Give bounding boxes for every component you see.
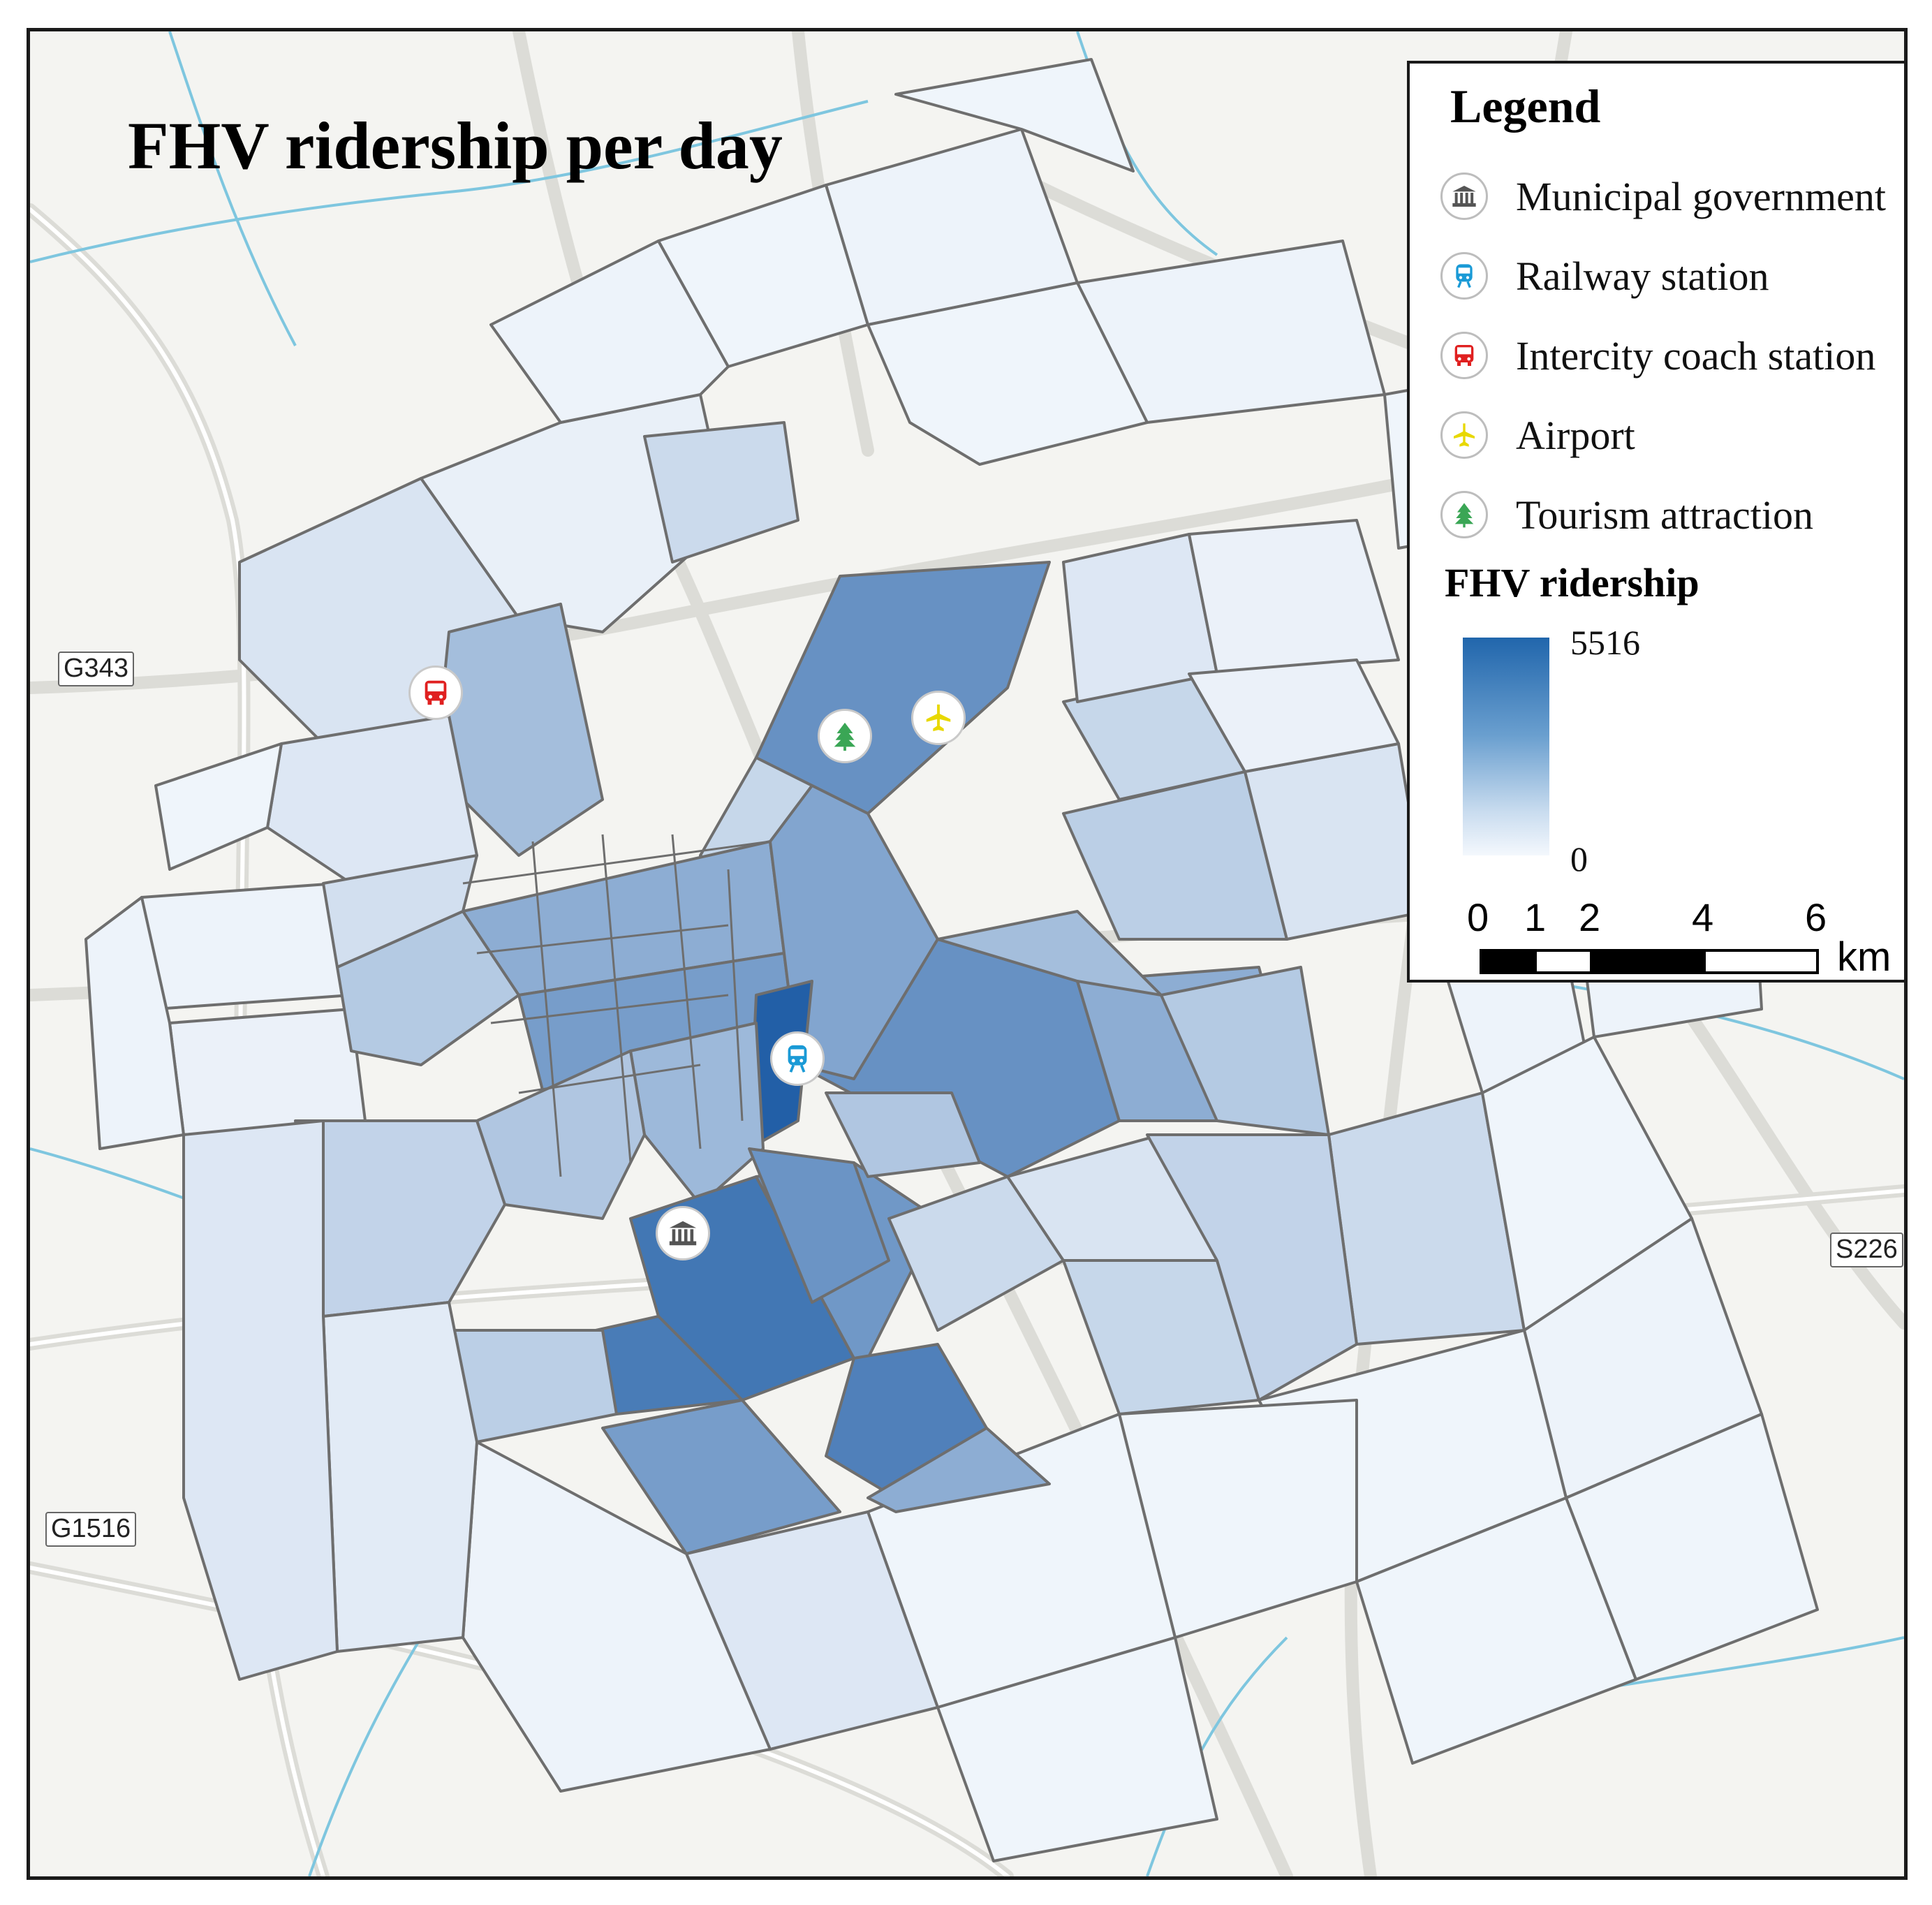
ridership-zone[interactable] <box>140 882 353 1010</box>
ridership-zone[interactable] <box>748 1147 890 1304</box>
legend-panel: Legend Municipal government Railway stat… <box>1407 61 1904 983</box>
tree-icon <box>1440 491 1488 538</box>
legend-item-airport: Airport <box>1440 407 1635 463</box>
airplane-icon <box>926 704 951 732</box>
ridership-zone[interactable] <box>867 281 1149 466</box>
legend-label: Railway station <box>1516 253 1769 299</box>
ridership-zone[interactable] <box>894 58 1135 172</box>
legend-title: Legend <box>1450 80 1601 133</box>
ridership-zone[interactable] <box>867 1427 1051 1513</box>
ridership-zone[interactable] <box>182 1119 339 1681</box>
ridership-zone[interactable] <box>1188 659 1400 773</box>
road-label-g1516: G1516 <box>45 1512 137 1547</box>
scale-tick: 0 <box>1467 895 1489 939</box>
road-label-s226: S226 <box>1830 1233 1903 1267</box>
tree-icon <box>834 722 856 751</box>
tourism-attraction-marker[interactable] <box>818 709 872 763</box>
ridership-zone[interactable] <box>489 240 730 424</box>
map-frame[interactable]: FHV ridership per day G343 S226 G1516 Le… <box>27 28 1908 1880</box>
scale-tick: 4 <box>1692 895 1714 939</box>
train-icon <box>788 1045 807 1073</box>
legend-label: Intercity coach station <box>1516 332 1876 378</box>
legend-item-tourism-attraction: Tourism attraction <box>1440 487 1813 543</box>
ridership-zone[interactable] <box>825 1091 981 1178</box>
scale-bar-segment <box>1590 949 1706 974</box>
scale-unit: km <box>1837 934 1892 980</box>
ridership-zone[interactable] <box>755 561 1051 815</box>
ridership-zone[interactable] <box>168 1008 367 1136</box>
scale-bar-segment <box>1534 949 1593 974</box>
ridership-zone[interactable] <box>1565 1413 1819 1681</box>
ridership-zone[interactable] <box>643 421 799 564</box>
ridership-zone[interactable] <box>936 1636 1218 1862</box>
ridership-zone[interactable] <box>936 910 1163 996</box>
bus-icon <box>1440 332 1488 379</box>
legend-item-municipal-government: Municipal government <box>1440 168 1886 224</box>
legend-label: Airport <box>1516 412 1635 458</box>
government-building-icon <box>1440 172 1488 220</box>
ramp-max-label: 5516 <box>1570 623 1640 662</box>
scale-tick: 1 <box>1524 895 1547 939</box>
ridership-zone[interactable] <box>1146 1133 1358 1402</box>
core-boundaries <box>462 834 771 1177</box>
ridership-zone[interactable] <box>154 742 283 871</box>
government-building-icon <box>669 1221 697 1246</box>
airplane-icon <box>1440 411 1488 459</box>
bus-icon <box>425 680 447 705</box>
scale-tick: 2 <box>1579 895 1601 939</box>
ridership-zone[interactable] <box>1188 519 1400 675</box>
ridership-zone[interactable] <box>322 1301 478 1653</box>
ramp-min-label: 0 <box>1570 839 1588 878</box>
airport-marker[interactable] <box>911 691 966 745</box>
train-icon <box>1440 252 1488 300</box>
map-title: FHV ridership per day <box>128 108 783 183</box>
legend-label: Tourism attraction <box>1516 492 1813 538</box>
color-ramp <box>1463 638 1549 855</box>
scale-bar-segment <box>1480 949 1537 974</box>
municipal-government-marker[interactable] <box>656 1206 710 1260</box>
ridership-zone[interactable] <box>601 1399 841 1555</box>
ridership-zone[interactable] <box>322 854 478 969</box>
ridership-zone[interactable] <box>294 1119 506 1318</box>
coach-station-marker[interactable] <box>408 665 463 720</box>
legend-item-coach-station: Intercity coach station <box>1440 328 1875 383</box>
scale-tick: 6 <box>1805 895 1827 939</box>
ramp-title: FHV ridership <box>1445 560 1699 605</box>
legend-label: Municipal government <box>1516 173 1886 219</box>
scale-bar-segment <box>1703 949 1819 974</box>
ridership-zone[interactable] <box>266 714 478 885</box>
road-label-g343: G343 <box>58 652 134 686</box>
railway-station-marker[interactable] <box>770 1031 825 1086</box>
legend-item-railway-station: Railway station <box>1440 248 1769 304</box>
ridership-zone[interactable] <box>84 896 185 1150</box>
